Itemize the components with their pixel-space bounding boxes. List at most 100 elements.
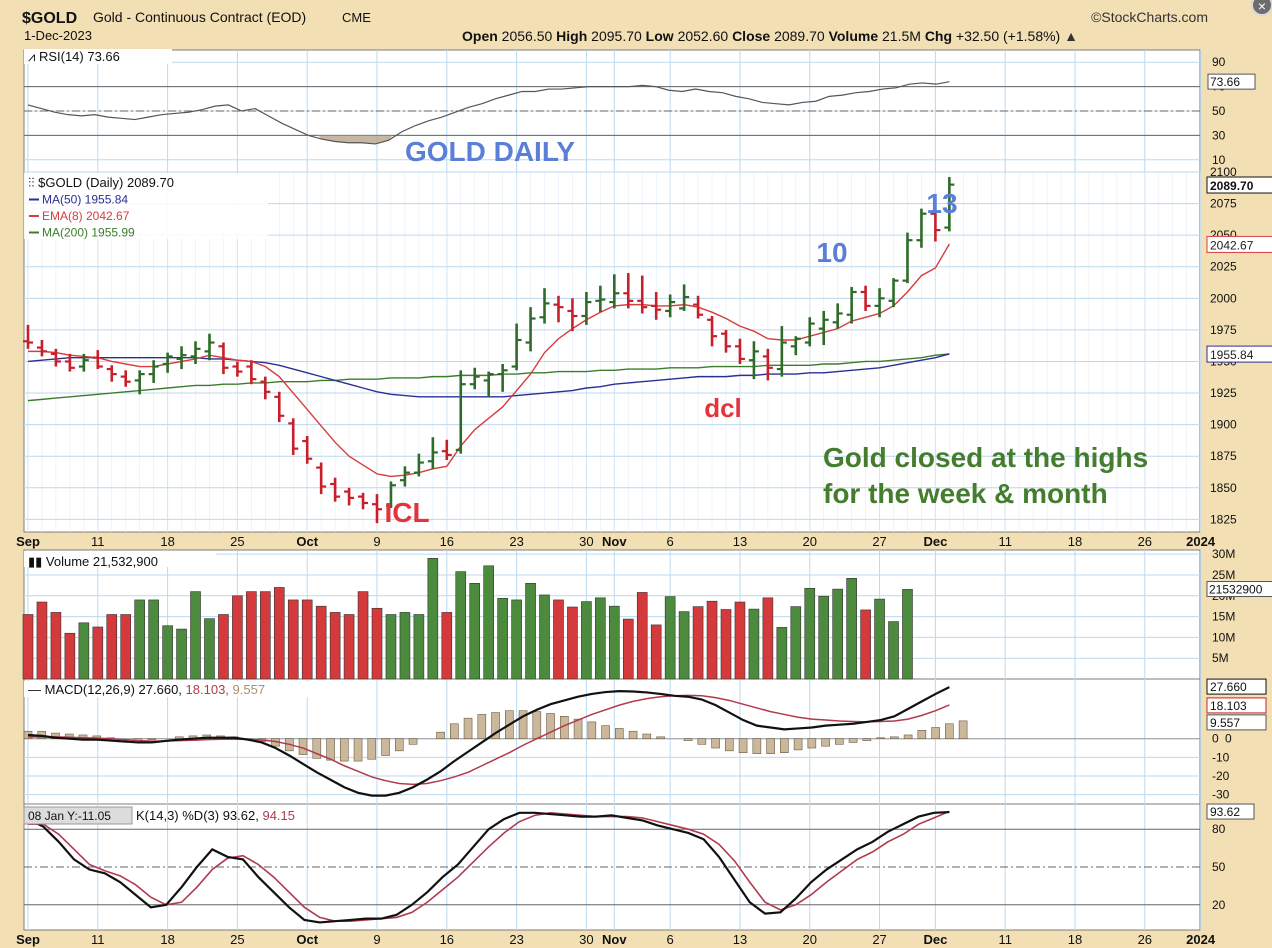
macd-badge-box [1206, 678, 1267, 695]
macd-histogram-bar [697, 738, 707, 745]
volume-bar [413, 614, 425, 680]
price-badge: 2042.67 [1210, 238, 1254, 252]
macd-histogram-bar [738, 738, 748, 753]
price-legend-symbol: ⫶⫶ $GOLD (Daily) 2089.70 [28, 175, 174, 190]
volume-legend-bg [24, 551, 216, 567]
volume-bar [246, 591, 257, 680]
stoch-xaxis-label: 23 [509, 932, 523, 947]
price-bar [106, 365, 117, 382]
macd-histogram-bar [436, 731, 445, 740]
macd-ytick: -20 [1212, 769, 1230, 783]
price-bar [455, 370, 466, 454]
price-bar [330, 477, 341, 502]
volume-bar [902, 589, 913, 680]
volume-bar [874, 598, 885, 680]
price-bar [762, 348, 773, 381]
volume-bar [22, 614, 34, 680]
volume-bar [581, 601, 592, 680]
price-bar [776, 326, 787, 377]
price-xaxis-label: 11 [998, 534, 1012, 549]
macd-badge: 27.660 [1210, 680, 1247, 694]
stoch-xaxis-label: 13 [733, 932, 747, 947]
volume-bar [720, 609, 732, 680]
macd-histogram-bar [876, 737, 885, 740]
macd-ytick: -10 [1212, 750, 1230, 764]
price-bar [176, 346, 187, 370]
macd-histogram-bar [532, 711, 542, 740]
price-bar [385, 481, 396, 508]
volume-bar [427, 558, 439, 680]
rsi-legend: ⩘ RSI(14) 73.66 [28, 49, 120, 64]
price-bar [609, 274, 620, 309]
stoch-xaxis-label: 11 [91, 932, 105, 947]
price-xaxis-label: 13 [733, 534, 747, 549]
volume-bar [273, 587, 285, 680]
volume-bar [595, 597, 606, 680]
rsi-ytick: 30 [1212, 128, 1226, 142]
price-legend-ma50: MA(50) 1955.84 [42, 193, 128, 207]
volume-bar [622, 618, 634, 680]
stoch-xaxis-label: 11 [998, 932, 1012, 947]
rsi-ytick: 50 [1212, 104, 1226, 118]
stoch-k-line [27, 810, 950, 924]
macd-histogram-bar [780, 738, 789, 753]
volume-bar [106, 614, 118, 680]
macd-badge: 9.557 [1210, 716, 1240, 730]
price-bar [539, 288, 550, 324]
volume-bar [218, 614, 229, 680]
macd-line [27, 686, 950, 797]
volume-bar [78, 622, 90, 680]
close-button[interactable]: × [1251, 0, 1272, 16]
macd-legend-part-1: 27.660, [139, 682, 186, 697]
price-bar [92, 350, 103, 370]
header-date: 1-Dec-2023 [24, 28, 92, 43]
price-bar [860, 285, 871, 311]
price-bar [651, 292, 662, 320]
volume-bar [148, 599, 159, 680]
header-ohlc-part-2: High [556, 28, 591, 44]
stoch-xaxis-label: 27 [872, 932, 886, 947]
price-bar [595, 285, 606, 313]
price-bar [930, 212, 941, 242]
header-ohlc: Open 2056.50 High 2095.70 Low 2052.60 Cl… [462, 28, 1078, 44]
macd-histogram-bar [711, 738, 720, 749]
price-bar [427, 437, 438, 469]
price-ytick: 1875 [1210, 449, 1237, 463]
volume-bar [176, 628, 187, 680]
macd-histogram-bar [546, 713, 555, 740]
macd-histogram-bar [917, 730, 927, 740]
macd-histogram-bar [862, 738, 872, 741]
annotation-note-line-2: for the week & month [823, 478, 1108, 509]
volume-bar [287, 599, 299, 680]
price-bar [944, 177, 955, 232]
price-badge: 2089.70 [1210, 179, 1254, 193]
price-bar [162, 352, 173, 373]
macd-histogram-bar [450, 723, 459, 740]
price-xaxis-label: 20 [803, 534, 817, 549]
price-ytick: 2000 [1210, 291, 1237, 305]
macd-histogram-bar [353, 738, 363, 762]
stoch-xaxis-label: Sep [16, 932, 40, 947]
annotation-cycle-13: 13 [926, 188, 957, 219]
header-ohlc-part-7: 2089.70 [774, 28, 829, 44]
stoch-xaxis-label: 6 [667, 932, 674, 947]
price-bar [511, 323, 522, 371]
macd-histogram-bar [518, 710, 528, 740]
price-ytick: 2100 [1210, 165, 1237, 179]
macd-badge: 18.103 [1210, 699, 1247, 713]
macd-zero-tick: 0 [1225, 732, 1232, 746]
volume-bar [678, 611, 690, 680]
volume-bar [539, 594, 550, 680]
price-xaxis-label: 30 [579, 534, 593, 549]
stoch-xaxis-label: Oct [296, 932, 318, 947]
volume-bar [664, 596, 676, 680]
price-bar [316, 462, 327, 495]
price-bar [399, 466, 410, 487]
macd-histogram-bar [656, 736, 665, 740]
macd-histogram-bar [931, 727, 940, 740]
volume-bar [567, 606, 578, 680]
volume-ytick: 10M [1212, 630, 1235, 644]
price-bar [413, 453, 424, 477]
stoch-xaxis-label: 25 [230, 932, 244, 947]
